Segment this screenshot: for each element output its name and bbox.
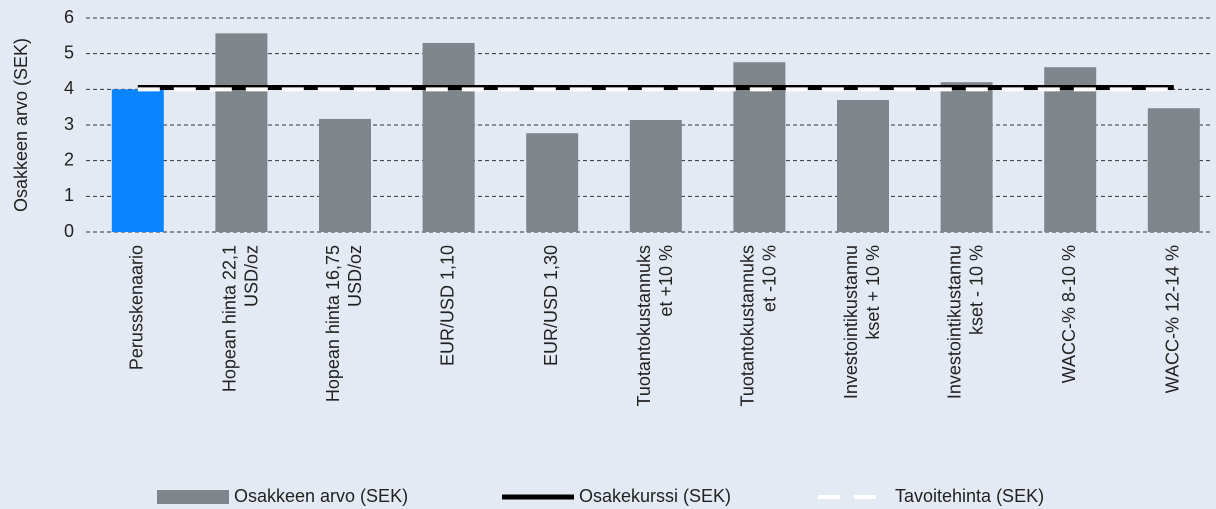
y-tick-label: 3 (64, 114, 74, 134)
x-tick-label: WACC-% 8-10 % (1059, 245, 1079, 383)
x-tick-label: EUR/USD 1,10 (437, 245, 457, 366)
x-tick-label: EUR/USD 1,30 (541, 245, 561, 366)
x-tick-label: Investointikustannu kset - 10 % (944, 245, 986, 399)
y-tick-label: 2 (64, 149, 74, 169)
legend-label: Tavoitehinta (SEK) (895, 486, 1044, 506)
bar (1147, 108, 1200, 232)
y-tick-label: 5 (64, 42, 74, 62)
x-tick-label: Hopean hinta 22,1 USD/oz (219, 245, 261, 392)
y-tick-label: 1 (64, 185, 74, 205)
bar (319, 118, 371, 232)
bar (215, 33, 268, 232)
legend-label: Osakekurssi (SEK) (579, 486, 731, 506)
y-tick-label: 6 (64, 7, 74, 27)
bar (837, 100, 889, 233)
legend-swatch (157, 490, 229, 504)
y-axis-label: Osakkeen arvo (SEK) (11, 38, 31, 212)
legend-label: Osakkeen arvo (SEK) (234, 486, 408, 506)
bar (1044, 67, 1097, 232)
bar (526, 133, 579, 232)
bar (422, 42, 475, 232)
x-tick-label: Perusskenaario (127, 245, 147, 370)
x-tick-label: Tuotantokustannuks et +10 % (634, 245, 676, 406)
bar (111, 89, 164, 232)
bar (629, 120, 682, 232)
x-tick-label: Tuotantokustannuks et -10 % (737, 245, 779, 406)
x-tick-label: Hopean hinta 16,75 USD/oz (323, 245, 365, 402)
y-tick-label: 4 (64, 78, 74, 98)
y-tick-label: 0 (64, 221, 74, 241)
bar (940, 82, 993, 232)
x-tick-label: WACC-% 12-14 % (1163, 245, 1183, 393)
x-tick-label: Investointikustannu kset + 10 % (841, 245, 883, 399)
